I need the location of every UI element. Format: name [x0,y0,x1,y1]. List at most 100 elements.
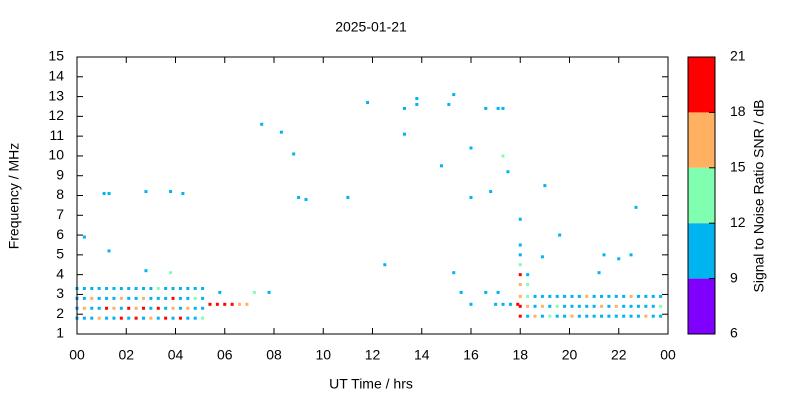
data-point [518,294,522,298]
data-point [230,302,234,306]
data-point [366,101,370,105]
data-point [636,304,640,308]
data-point [526,294,530,298]
data-point [636,294,640,298]
data-point [403,132,407,136]
data-point [563,314,567,318]
data-point [119,306,123,310]
data-point [563,294,567,298]
data-point [602,253,606,257]
data-point [252,290,256,294]
data-point [119,296,123,300]
data-point [543,184,547,188]
data-point [164,306,168,310]
data-point [484,290,488,294]
y-tick-label: 11 [49,127,64,143]
colorbar-band [688,278,715,334]
data-point [540,294,544,298]
data-point [156,286,160,290]
data-point [102,192,106,196]
data-point [156,316,160,320]
x-tick-label: 14 [414,347,430,363]
data-point [415,102,419,106]
data-point [469,302,473,306]
data-point [105,316,109,320]
data-point [171,296,175,300]
data-point [403,106,407,110]
data-point [90,316,94,320]
data-point [82,316,86,320]
data-point [346,195,350,199]
data-point [141,296,145,300]
data-point [171,316,175,320]
data-point [97,306,101,310]
data-point [149,296,153,300]
data-point [193,306,197,310]
data-point [533,304,537,308]
data-point [526,283,530,287]
data-point [636,314,640,318]
data-point [644,304,648,308]
x-tick-label: 08 [266,347,282,363]
y-tick-label: 9 [56,166,64,182]
data-point [112,316,116,320]
data-point [169,190,173,194]
y-tick-label: 3 [56,285,64,301]
data-point [585,304,589,308]
data-point [171,286,175,290]
data-point [501,106,505,110]
colorbar-tick-label: 18 [730,103,746,119]
data-point [577,304,581,308]
data-point [134,296,138,300]
data-point [201,296,205,300]
data-point [607,314,611,318]
data-point [577,314,581,318]
y-tick-label: 8 [56,186,64,202]
data-point [82,296,86,300]
data-point [600,294,604,298]
data-point [600,304,604,308]
data-point [629,304,633,308]
data-point [614,314,618,318]
colorbar-tick-label: 9 [730,269,738,285]
y-tick-label: 1 [56,325,64,341]
data-point [518,263,522,267]
data-point [548,304,552,308]
data-point [629,294,633,298]
data-point [208,302,212,306]
data-point [651,314,655,318]
data-point [508,302,512,306]
data-point [555,304,559,308]
data-point [141,306,145,310]
x-tick-label: 00 [660,347,676,363]
data-point [533,294,537,298]
y-tick-label: 5 [56,246,64,262]
data-point [526,273,530,277]
colorbar-tick-label: 15 [730,159,746,175]
x-tick-label: 12 [365,347,381,363]
data-point [526,314,530,318]
data-point [112,286,116,290]
data-point [90,296,94,300]
data-point [193,296,197,300]
x-tick-label: 06 [217,347,233,363]
data-point [201,306,205,310]
data-point [651,294,655,298]
colorbar-band [688,167,715,224]
data-point [105,296,109,300]
data-point [141,316,145,320]
data-point [501,302,505,306]
data-point [516,302,520,306]
data-point [186,286,190,290]
x-tick-label: 18 [512,347,528,363]
data-point [292,152,296,156]
data-point [267,290,271,294]
data-point [186,316,190,320]
data-point [585,314,589,318]
data-point [107,192,111,196]
colorbar-tick-label: 6 [730,325,738,341]
plot-frame [76,56,669,335]
data-point [260,122,264,126]
data-point [297,195,301,199]
y-tick-label: 4 [56,265,64,281]
